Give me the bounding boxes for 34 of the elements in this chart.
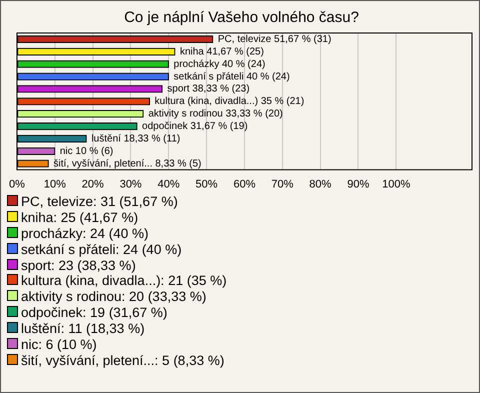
text: kniha: 25 (41,67 %) — [20, 210, 140, 226]
text: luštění: 11 (18,33 %) — [20, 321, 146, 338]
category-label: aktivity s rodinou 33,33 % (20) — [148, 108, 283, 120]
x-tick-label: 70% — [271, 178, 294, 190]
category-label: PC, televize 51,67 % (31) — [218, 34, 332, 45]
category-label: kultura (kina, divadla...) 35 % (21) — [154, 96, 304, 108]
x-tick-label: 100% — [382, 178, 410, 190]
x-tick-label: 60% — [233, 178, 256, 190]
category-label: šití, vyšívání, pletení... 8,33 % (5) — [54, 158, 202, 170]
x-tick-label: 0% — [8, 178, 26, 190]
category-label: odpočinek 31,67 % (19) — [142, 121, 248, 132]
category-label: kniha 41,67 % (25) — [180, 46, 264, 58]
text: nic: 6 (10 %) — [20, 337, 98, 353]
x-tick-label: 90% — [347, 178, 370, 190]
x-tick-label: 40% — [158, 178, 180, 190]
x-tick-label: 10% — [44, 178, 66, 190]
category-label: sport 38,33 % (23) — [167, 84, 250, 95]
x-tick-label: 30% — [120, 178, 142, 190]
text: šití, vyšívání, pletení...: 5 (8,33 %) — [20, 352, 226, 369]
x-tick-label: 50% — [196, 178, 218, 190]
x-tick-label: 80% — [309, 178, 332, 190]
text: sport: 23 (38,33 %) — [20, 258, 137, 274]
category-label: setkání s přáteli 40 % (24) — [174, 71, 290, 82]
chart-title: Co je náplní Vašeho volného času? — [124, 9, 359, 26]
category-label: procházky 40 % (24) — [174, 58, 266, 70]
text: PC, televize: 31 (51,67 %) — [20, 194, 179, 210]
text: aktivity s rodinou: 20 (33,33 %) — [20, 289, 208, 306]
category-label: luštění 18,33 % (11) — [91, 133, 180, 144]
text: procházky: 24 (40 %) — [20, 226, 150, 242]
text: setkání s přáteli: 24 (40 %) — [20, 242, 183, 258]
x-tick-label: 20% — [82, 178, 104, 190]
text: kultura (kina, divadla...): 21 (35 %) — [20, 273, 227, 290]
text: odpočinek: 19 (31,67 %) — [20, 305, 168, 322]
category-label: nic 10 % (6) — [60, 146, 114, 157]
